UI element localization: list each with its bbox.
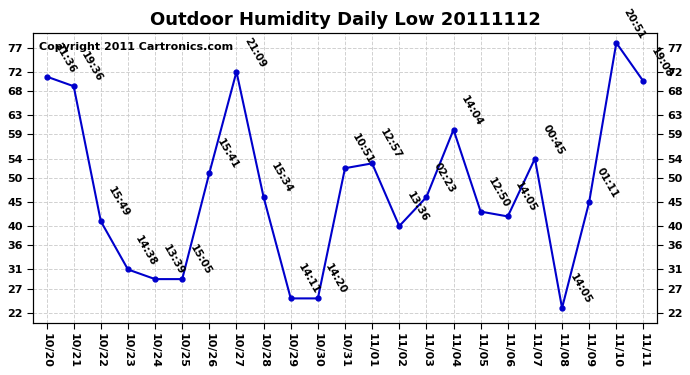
Text: 14:04: 14:04	[459, 93, 484, 128]
Text: 15:41: 15:41	[215, 137, 240, 171]
Text: 14:38: 14:38	[133, 234, 159, 267]
Text: 14:05: 14:05	[568, 272, 593, 306]
Text: 12:50: 12:50	[486, 176, 511, 209]
Text: 10:51: 10:51	[351, 132, 376, 166]
Text: 19:36: 19:36	[79, 51, 104, 84]
Text: 14:11: 14:11	[296, 262, 322, 296]
Text: 00:45: 00:45	[540, 123, 566, 156]
Text: 14:05: 14:05	[513, 180, 539, 214]
Text: 12:57: 12:57	[377, 128, 403, 161]
Text: 15:49: 15:49	[106, 185, 132, 219]
Text: 01:11: 01:11	[595, 166, 620, 200]
Text: 21:09: 21:09	[242, 36, 267, 70]
Text: 15:34: 15:34	[269, 161, 295, 195]
Text: 21:36: 21:36	[52, 41, 77, 74]
Text: 02:23: 02:23	[432, 161, 457, 195]
Text: 14:20: 14:20	[324, 262, 348, 296]
Text: Copyright 2011 Cartronics.com: Copyright 2011 Cartronics.com	[39, 42, 233, 52]
Text: 13:36: 13:36	[405, 190, 430, 224]
Text: 15:05: 15:05	[188, 243, 213, 277]
Text: 19:08: 19:08	[649, 46, 674, 79]
Text: 20:51: 20:51	[622, 7, 647, 40]
Text: 13:39: 13:39	[161, 243, 186, 277]
Title: Outdoor Humidity Daily Low 20111112: Outdoor Humidity Daily Low 20111112	[150, 11, 540, 29]
